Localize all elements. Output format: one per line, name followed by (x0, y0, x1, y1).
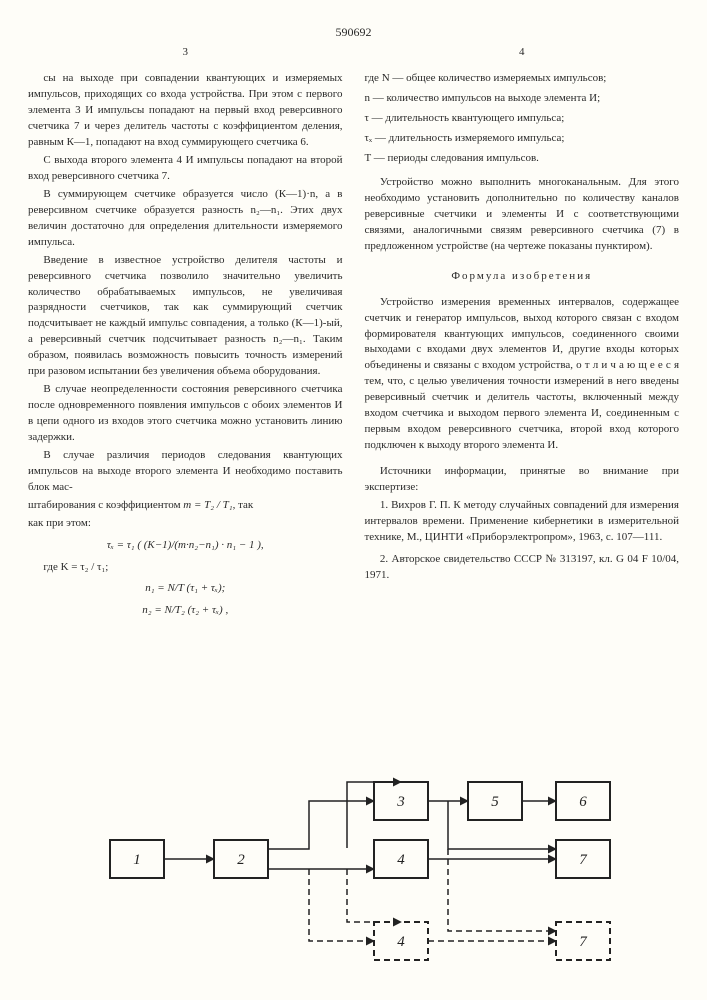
paragraph: Введение в известное устройство делителя… (28, 253, 343, 381)
block-diagram: 1 2 3 4 5 6 7 4 7 (0, 752, 707, 982)
formula: n₁ = N/T (τ₁ + τₓ); (28, 581, 343, 597)
definition: n — количество импульсов на выходе элеме… (378, 91, 679, 107)
definition: τₓ — длительность измеряемого импульса; (378, 131, 679, 147)
diagram-box-label: 1 (133, 852, 141, 868)
paragraph: Источники информации, принятые во вниман… (365, 464, 680, 496)
right-column: 4 где N — общее количество измеряемых им… (365, 45, 680, 625)
diagram-arrow (448, 849, 556, 931)
diagram-box-label: 2 (237, 852, 245, 868)
diagram-box-label: 4 (397, 852, 405, 868)
definition: τ — длительность квантующего импульса; (378, 111, 679, 127)
paragraph: Устройство можно выполнить многоканальны… (365, 175, 680, 255)
diagram-arrow (448, 801, 556, 849)
paragraph: штабирования с коэффициентом m = T₂ / T₁… (28, 498, 343, 514)
reference: 1. Вихров Г. П. К методу случайных совпа… (365, 498, 680, 546)
diagram-box-label: 4 (397, 934, 405, 950)
patent-number: 590692 (28, 24, 679, 41)
diagram-arrow (268, 801, 374, 849)
paragraph: где K = τ₂ / τ₁; (28, 560, 343, 576)
text-fragment: так (238, 499, 253, 511)
two-column-layout: 3 сы на выходе при совпадении квантующих… (28, 45, 679, 625)
left-page-number: 3 (28, 45, 343, 61)
right-page-number: 4 (365, 45, 680, 61)
formula: τₓ = τ₁ ( (K−1)/(m·n₂−n₁) · n₁ − 1 ), (28, 538, 343, 554)
section-title: Формула изобретения (365, 269, 680, 285)
text-fragment: штабирования с коэффициентом (28, 499, 181, 511)
diagram-box-label: 5 (491, 794, 499, 810)
formula: n₂ = N/T₂ (τ₂ + τₓ) , (28, 603, 343, 619)
paragraph: Устройство измерения временных интервало… (365, 295, 680, 454)
reference: 2. Авторское свидетельство СССР № 313197… (365, 552, 680, 584)
paragraph: В случае неопределенности состояния реве… (28, 382, 343, 446)
diagram-box-label: 7 (579, 934, 588, 950)
diagram-arrow (309, 869, 374, 941)
formula-inline: m = T₂ / T₁, (183, 499, 235, 511)
paragraph: С выхода второго элемента 4 И импульсы п… (28, 153, 343, 185)
diagram-box-label: 7 (579, 852, 588, 868)
left-column: 3 сы на выходе при совпадении квантующих… (28, 45, 343, 625)
paragraph: как при этом: (28, 516, 343, 532)
diagram-box-label: 6 (579, 794, 587, 810)
diagram-box-label: 3 (396, 794, 405, 810)
paragraph: сы на выходе при совпадении квантующих и… (28, 71, 343, 151)
definition: T — периоды следования импульсов. (378, 151, 679, 167)
paragraph: В суммирующем счетчике образуется число … (28, 187, 343, 251)
definition: где N — общее количество измеряемых импу… (378, 71, 679, 87)
paragraph: В случае различия периодов следования кв… (28, 448, 343, 496)
